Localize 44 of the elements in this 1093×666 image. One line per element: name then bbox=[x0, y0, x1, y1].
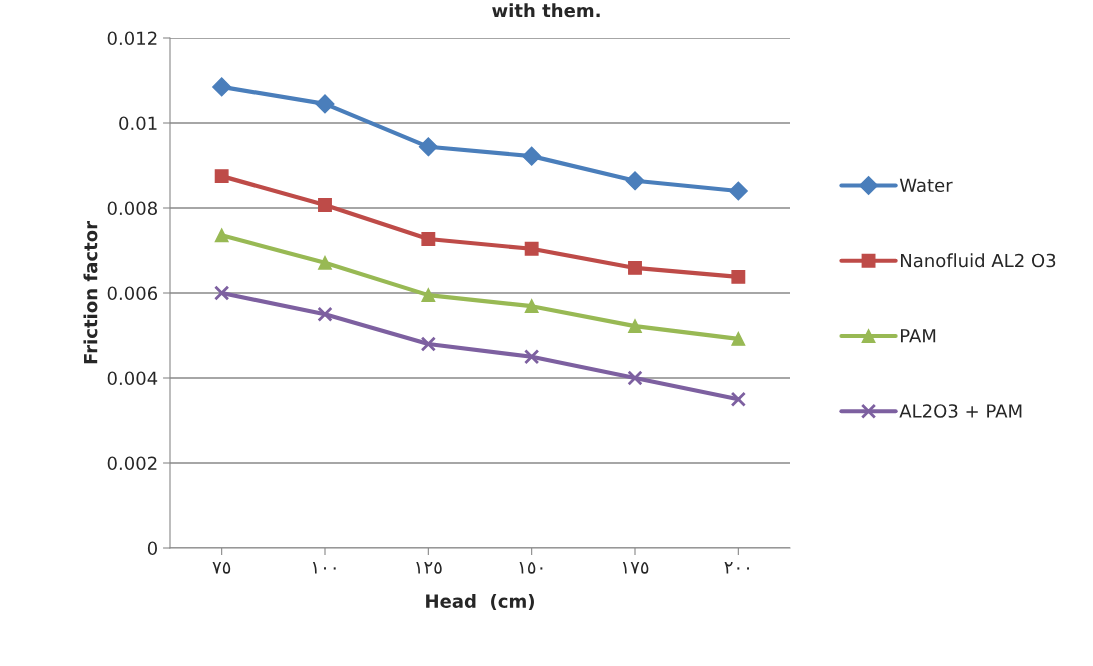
x-axis-title: Head (cm) bbox=[426, 593, 534, 611]
point bbox=[524, 349, 540, 365]
point bbox=[315, 94, 335, 114]
legend-label: Water bbox=[899, 178, 953, 193]
point bbox=[625, 171, 645, 191]
point bbox=[418, 137, 438, 157]
legend-label: AL2O3 + PAM bbox=[899, 404, 1022, 418]
point bbox=[524, 241, 539, 256]
point bbox=[728, 181, 748, 201]
point bbox=[421, 232, 436, 246]
point bbox=[730, 391, 746, 407]
chart-title: with them. bbox=[492, 3, 600, 18]
x-tick-label: ٢٠٠ bbox=[724, 562, 749, 574]
y-tick-label: 0.012 bbox=[107, 31, 157, 46]
point bbox=[212, 77, 232, 97]
y-tick-label: 0.008 bbox=[107, 201, 157, 216]
point bbox=[214, 169, 229, 184]
point bbox=[318, 255, 332, 270]
x-tick-label: ١٥٠ bbox=[519, 561, 543, 574]
x-tick-label: ١٠٠ bbox=[312, 562, 336, 574]
point bbox=[524, 299, 539, 314]
y-tick-label: 0 bbox=[147, 541, 157, 556]
point bbox=[628, 319, 642, 334]
legend-label: Nanofluid AL2 O3 bbox=[901, 253, 1056, 268]
point bbox=[214, 285, 230, 301]
point bbox=[318, 198, 332, 212]
x-tick-label: ١٧٥ bbox=[622, 561, 649, 574]
y-tick-label: 0.006 bbox=[107, 286, 158, 301]
point bbox=[731, 269, 746, 284]
legend-label: PAM bbox=[901, 329, 936, 343]
point bbox=[522, 146, 542, 166]
point bbox=[421, 288, 436, 303]
x-tick-label: ١٢٥ bbox=[416, 561, 442, 574]
point bbox=[627, 370, 643, 386]
x-tick-label: ٧٥ bbox=[212, 561, 231, 574]
point bbox=[420, 336, 436, 352]
y-axis-title: Friction factor bbox=[83, 221, 98, 364]
point bbox=[731, 331, 746, 346]
y-tick-label: 0.002 bbox=[107, 456, 157, 471]
y-tick-label: 0.01 bbox=[119, 116, 157, 131]
point bbox=[628, 260, 642, 275]
y-tick-label: 0.004 bbox=[107, 371, 158, 386]
point bbox=[214, 228, 229, 243]
point bbox=[317, 306, 333, 322]
